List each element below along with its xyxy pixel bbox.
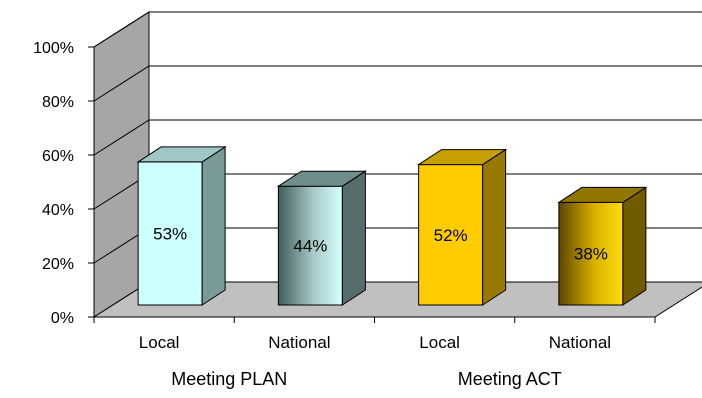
category-label: Local	[419, 333, 460, 352]
gridline	[93, 65, 702, 102]
bar-top	[416, 149, 508, 166]
data-label: 44%	[293, 237, 327, 256]
group-label: Meeting PLAN	[171, 369, 287, 389]
bar-national-plan	[276, 170, 368, 306]
category-label: National	[549, 333, 611, 352]
bar-top	[136, 146, 227, 163]
bar-local-plan	[136, 145, 227, 306]
category-label: Local	[139, 333, 180, 352]
data-label: 53%	[153, 224, 187, 243]
data-label: 52%	[434, 226, 468, 245]
y-tick-label: 20%	[42, 256, 74, 273]
y-tick-label: 100%	[33, 40, 74, 57]
bar-national-act	[557, 186, 648, 306]
bar-side	[201, 145, 226, 306]
bar-side	[622, 186, 647, 306]
bar-side	[482, 148, 507, 306]
gridline	[93, 11, 702, 48]
y-tick-label: 60%	[42, 148, 74, 165]
bar-local-act	[416, 148, 508, 306]
bar-side	[341, 170, 366, 306]
y-tick-label: 0%	[51, 310, 74, 327]
y-tick-label: 80%	[42, 94, 74, 111]
bar-front	[418, 164, 484, 306]
gridline	[93, 119, 702, 156]
data-label: 38%	[574, 245, 608, 264]
bar-top	[276, 170, 368, 187]
bar-front	[558, 201, 624, 306]
category-label: National	[268, 333, 330, 352]
group-label: Meeting ACT	[458, 369, 562, 389]
bar-top	[557, 186, 648, 203]
y-tick-label: 40%	[42, 202, 74, 219]
